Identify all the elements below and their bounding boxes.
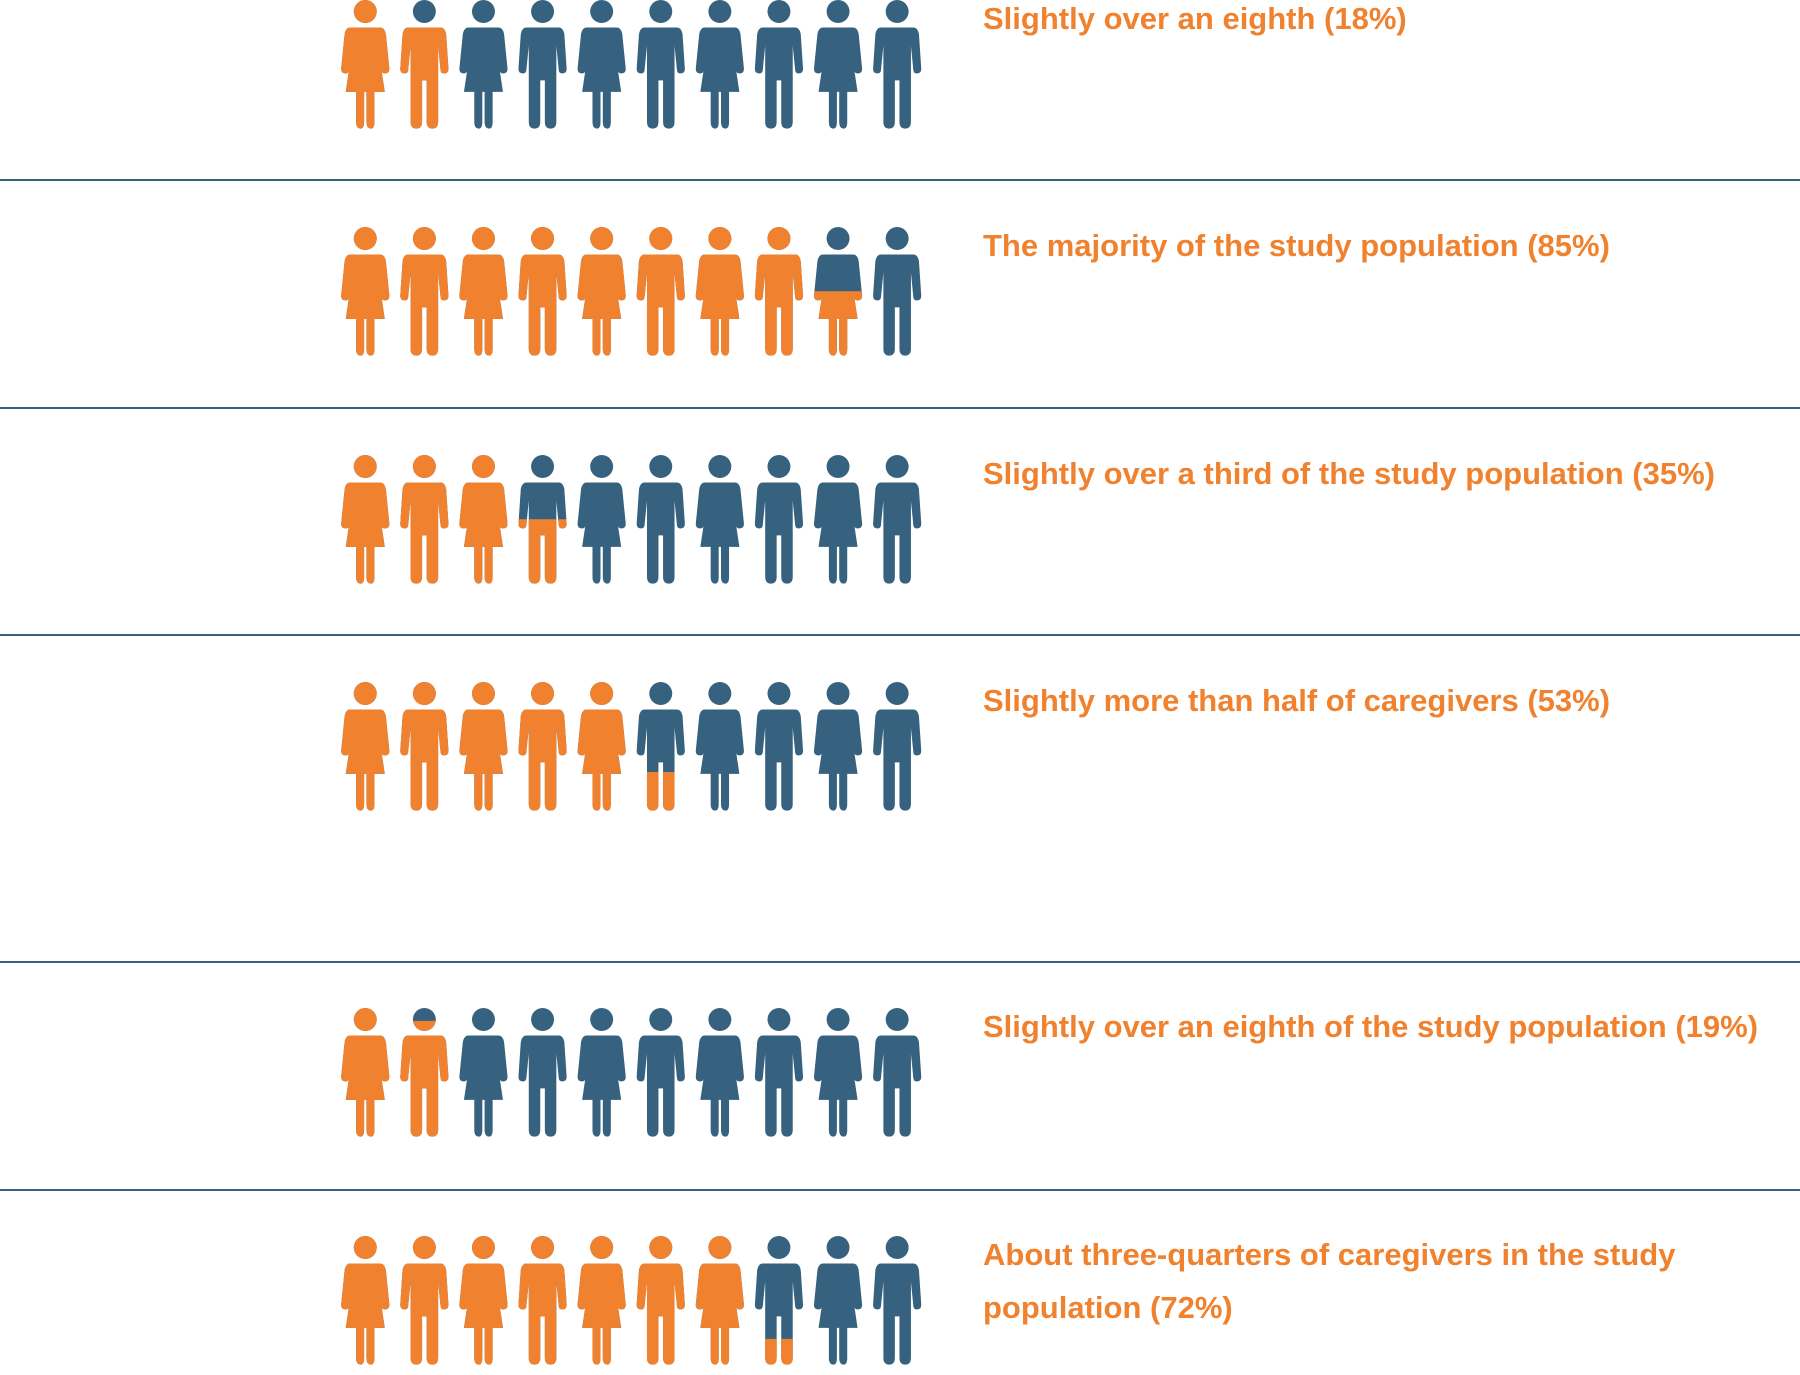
person-icon <box>873 0 922 129</box>
person-icon <box>459 0 508 129</box>
person-icon <box>518 682 567 811</box>
person-icon <box>873 1236 922 1365</box>
person-icon <box>459 682 508 811</box>
person-icon <box>873 455 922 584</box>
person-icon <box>577 682 626 811</box>
person-icon <box>400 0 449 129</box>
person-icon <box>873 227 922 356</box>
person-icon <box>341 227 390 356</box>
person-icon <box>636 227 685 356</box>
person-icon <box>400 1008 449 1137</box>
person-icon <box>459 1008 508 1137</box>
person-icon <box>695 455 744 584</box>
person-icon <box>695 227 744 356</box>
person-icon <box>636 1236 685 1365</box>
person-icon <box>873 1008 922 1137</box>
person-icon <box>341 455 390 584</box>
person-icon <box>636 0 685 129</box>
person-icon <box>754 0 804 129</box>
person-icon <box>695 0 744 129</box>
row-label: The majority of the study population (85… <box>983 228 1610 263</box>
person-icon <box>518 0 567 129</box>
row-label: About three-quarters of caregivers in th… <box>983 1237 1676 1325</box>
person-icon <box>400 682 449 811</box>
person-icon <box>813 455 863 584</box>
person-icon <box>695 682 744 811</box>
person-icon <box>577 1236 626 1365</box>
person-icon <box>518 455 567 584</box>
person-icon <box>341 0 390 129</box>
person-icon <box>459 455 508 584</box>
person-icon <box>577 1008 626 1137</box>
row-label: Slightly over a third of the study popul… <box>983 456 1715 491</box>
person-icon <box>813 0 863 129</box>
person-icon <box>695 1008 744 1137</box>
person-icon <box>695 1236 744 1365</box>
person-icon <box>577 227 626 356</box>
person-icon <box>459 227 508 356</box>
row-label: Slightly more than half of caregivers (5… <box>983 683 1611 718</box>
person-icon <box>400 1236 449 1365</box>
person-icon <box>518 1008 567 1137</box>
person-icon <box>636 1008 685 1137</box>
person-icon <box>754 682 804 811</box>
person-icon <box>636 455 685 584</box>
person-icon <box>459 1236 508 1365</box>
person-icon <box>754 1008 804 1137</box>
person-icon <box>341 682 390 811</box>
person-icon <box>754 227 804 356</box>
person-icon <box>813 682 863 811</box>
person-icon <box>813 227 863 356</box>
person-icon <box>341 1008 390 1137</box>
person-icon <box>341 1236 390 1365</box>
person-icon <box>400 455 449 584</box>
person-icon <box>518 1236 567 1365</box>
person-icon <box>754 1236 804 1365</box>
person-icon <box>813 1236 863 1365</box>
person-icon <box>400 227 449 356</box>
person-icon <box>577 0 626 129</box>
row-label: Slightly over an eighth (18%) <box>983 1 1407 36</box>
person-icon <box>754 455 804 584</box>
person-icon <box>577 455 626 584</box>
row-label: Slightly over an eighth of the study pop… <box>983 1009 1759 1044</box>
person-icon <box>813 1008 863 1137</box>
person-icon <box>636 682 685 811</box>
person-icon <box>518 227 567 356</box>
person-icon <box>873 682 922 811</box>
